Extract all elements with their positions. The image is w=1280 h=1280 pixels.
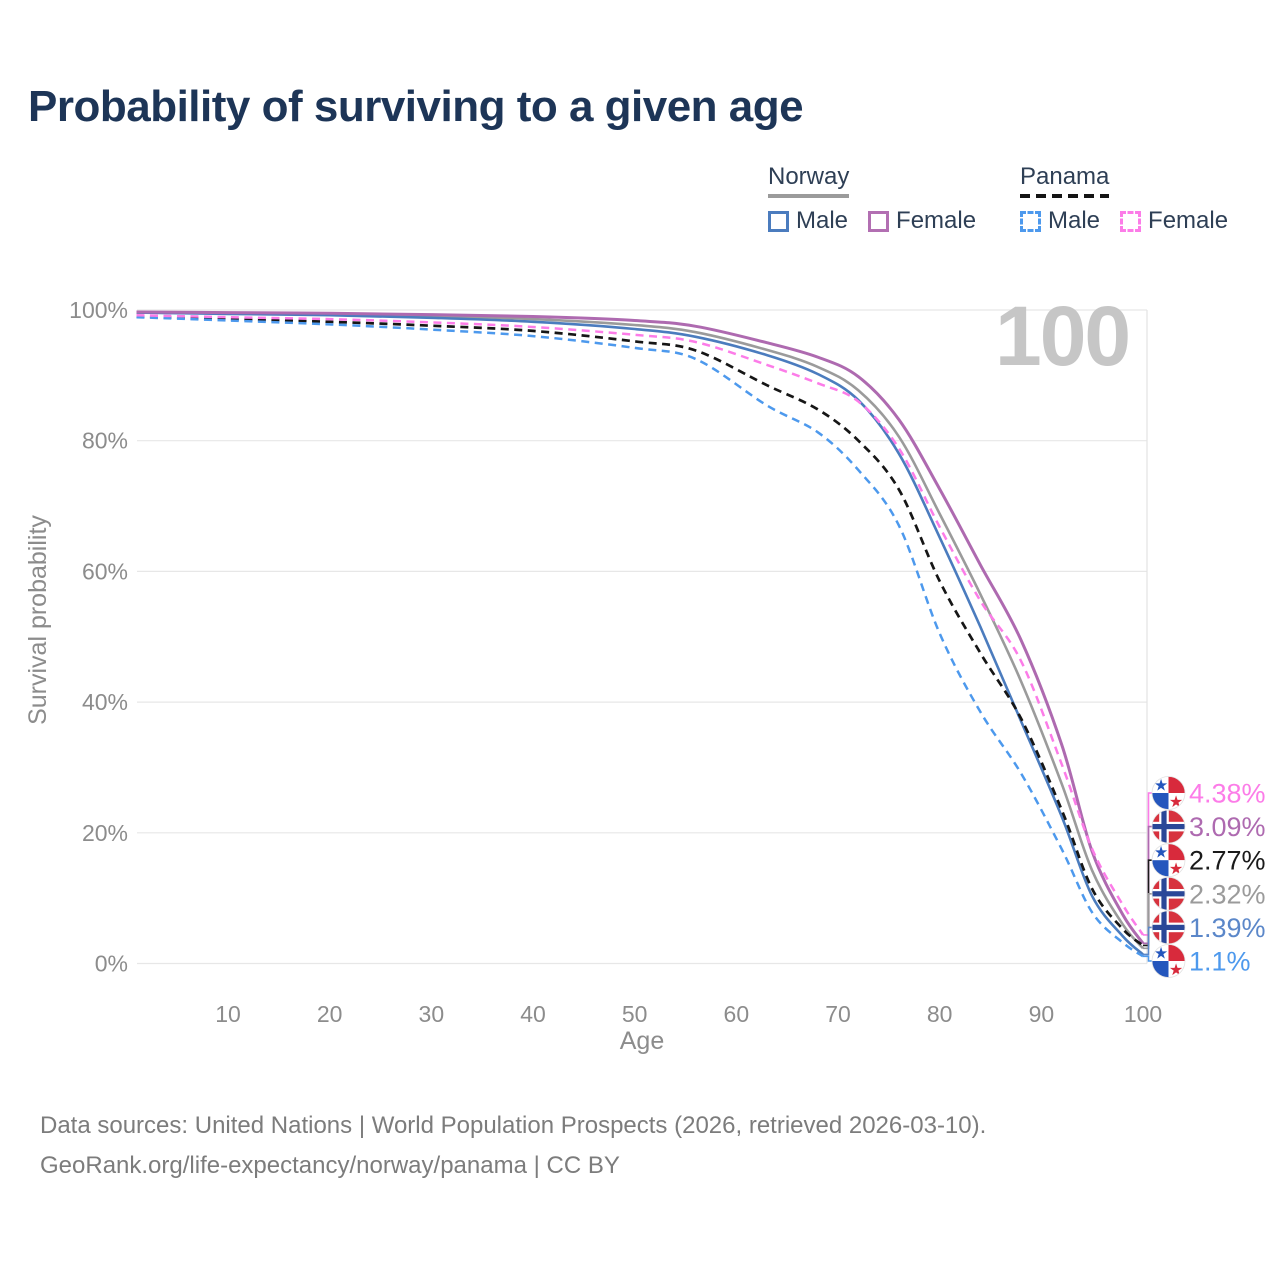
legend-item-panama-female: Female (1120, 207, 1228, 235)
x-tick-label: 100 (1124, 1001, 1162, 1027)
leader-line-norway-male (1143, 926, 1152, 956)
end-value-panama: 2.77% (1189, 846, 1266, 876)
star-icon: ★ (1154, 845, 1168, 862)
end-value-panama-male: 1.1% (1189, 947, 1251, 977)
legend-item-label: Female (896, 207, 977, 234)
legend-group-label: Panama (1020, 163, 1110, 190)
page-title: Probability of surviving to a given age (28, 82, 804, 131)
grid-layer: 0% 20% 40% 60% 80% 100% 10 20 30 40 50 60 70 80 90 100 (69, 297, 1162, 1027)
x-tick-label: 10 (215, 1001, 241, 1027)
norway-flag-icon (1152, 910, 1185, 944)
y-tick-label: 60% (82, 558, 128, 584)
end-value-panama-female: 4.38% (1189, 779, 1266, 809)
x-tick-label: 50 (622, 1001, 648, 1027)
x-axis-title: Age (620, 1027, 664, 1055)
curve-norway (136, 311, 1144, 950)
leader-line-norway (1143, 893, 1152, 950)
y-axis-title: Survival probability (24, 515, 52, 725)
legend-group-panama: Panama Male Female (1020, 163, 1228, 235)
y-tick-label: 80% (82, 428, 128, 454)
star-icon: ★ (1169, 794, 1183, 811)
x-tick-label: 30 (419, 1001, 445, 1027)
curve-panama-male (136, 315, 1144, 958)
flag-edge (1151, 876, 1186, 911)
legend-group-rule-solid (768, 194, 850, 198)
star-icon: ★ (1169, 861, 1183, 878)
x-tick-label: 90 (1029, 1001, 1055, 1027)
flag-edge (1151, 809, 1186, 844)
curve-panama (136, 315, 1144, 947)
series-layer (136, 310, 1145, 958)
flag-edge (1151, 944, 1186, 978)
x-tick-label: 40 (520, 1001, 546, 1027)
legend-group-label: Norway (768, 163, 850, 190)
flag-edge (1151, 843, 1186, 878)
annotation-layer: ★★ 4.38%3.09%★★ 2.77%2.32%1.39%★★ 1.1% (1143, 776, 1266, 979)
star-icon: ★ (1154, 778, 1168, 795)
panama-flag-icon: ★★ (1152, 776, 1185, 811)
norway-flag-icon (1152, 877, 1185, 911)
end-value-norway: 2.32% (1189, 879, 1266, 909)
legend-item-label: Male (1048, 207, 1101, 234)
star-icon: ★ (1169, 962, 1183, 979)
panama-female-swatch-icon (1120, 210, 1142, 232)
norway-female-swatch-icon (868, 210, 890, 232)
legend-group-rule-dashed (1020, 194, 1110, 198)
norway-male-swatch-icon (768, 210, 789, 232)
y-tick-label: 100% (69, 297, 128, 323)
legend-group-header: Panama (1020, 163, 1110, 198)
curve-norway-female (136, 310, 1145, 945)
legend-item-panama-male: Male (1020, 207, 1100, 235)
legend-group-norway: Norway Male Female (768, 163, 976, 235)
x-tick-label: 20 (317, 1001, 343, 1027)
flag-edge (1151, 910, 1186, 945)
x-tick-label: 60 (724, 1001, 750, 1027)
flag-edge (1151, 776, 1186, 810)
y-tick-label: 40% (82, 689, 128, 715)
panama-male-swatch-icon (1020, 210, 1041, 232)
norway-flag-icon (1152, 810, 1185, 844)
star-icon: ★ (1154, 946, 1168, 963)
leader-line-panama-male (1143, 955, 1152, 962)
footer: Data sources: United Nations | World Pop… (40, 1106, 986, 1186)
curve-panama-female (136, 313, 1145, 936)
footer-data-sources: Data sources: United Nations | World Pop… (40, 1112, 987, 1139)
curve-norway-male (136, 311, 1144, 956)
footer-url: GeoRank.org/life-expectancy/norway/panam… (40, 1152, 620, 1179)
y-tick-label: 0% (95, 951, 128, 977)
x-tick-label: 70 (825, 1001, 851, 1027)
x-tick-label: 80 (927, 1001, 953, 1027)
end-value-norway-female: 3.09% (1189, 812, 1266, 842)
legend-item-norway-male: Male (768, 207, 848, 235)
legend-item-label: Male (796, 207, 849, 234)
legend-group-header: Norway (768, 163, 850, 198)
legend-item-norway-female: Female (868, 207, 976, 235)
end-value-norway-male: 1.39% (1189, 913, 1266, 943)
y-tick-label: 20% (82, 820, 128, 846)
legend-item-label: Female (1148, 207, 1229, 234)
age-counter-watermark: 100 (995, 289, 1131, 383)
